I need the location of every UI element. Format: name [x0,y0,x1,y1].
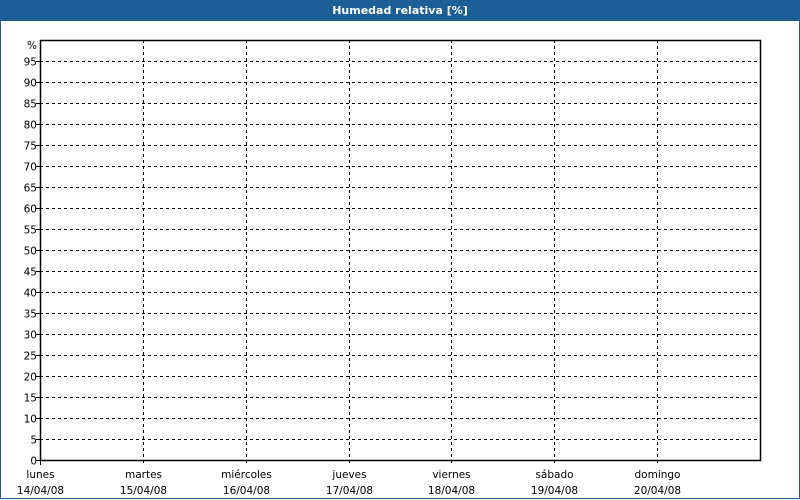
y-tick-label: 20 [24,372,37,384]
y-axis-label: % [27,40,37,52]
y-tick-label: 80 [24,120,37,132]
y-tick-label: 35 [24,309,37,321]
x-date-label: 14/04/08 [17,485,64,497]
x-day-label: lunes [26,469,54,481]
y-tick-label: 90 [24,78,37,90]
y-tick-label: 25 [24,351,37,363]
y-tick-label: 55 [24,225,37,237]
y-tick-label: 60 [24,204,37,216]
y-tick-label: 75 [24,141,37,153]
x-day-label: viernes [432,469,470,481]
y-tick-label: 45 [24,267,37,279]
y-tick-label: 95 [24,57,37,69]
y-tick-label: 15 [24,393,37,405]
y-tick-label: 85 [24,99,37,111]
y-tick-label: 70 [24,162,37,174]
x-day-label: jueves [331,469,366,481]
x-date-label: 15/04/08 [120,485,167,497]
y-tick-label: 10 [24,414,37,426]
chart-title: Humedad relativa [%] [0,0,800,21]
x-date-label: 20/04/08 [634,485,681,497]
x-date-label: 16/04/08 [223,485,270,497]
y-tick-label: 65 [24,183,37,195]
y-tick-label: 0 [30,456,37,468]
x-date-label: 18/04/08 [428,485,475,497]
x-date-label: 19/04/08 [531,485,578,497]
x-day-label: miércoles [221,469,272,481]
y-tick-label: 50 [24,246,37,258]
x-date-label: 17/04/08 [326,485,373,497]
plot-area-border [39,39,762,462]
y-tick-label: 5 [30,435,37,447]
x-day-label: sábado [535,469,573,481]
x-day-label: domingo [635,469,681,481]
y-tick-label: 30 [24,330,37,342]
x-day-label: martes [125,469,162,481]
y-tick-label: 40 [24,288,37,300]
